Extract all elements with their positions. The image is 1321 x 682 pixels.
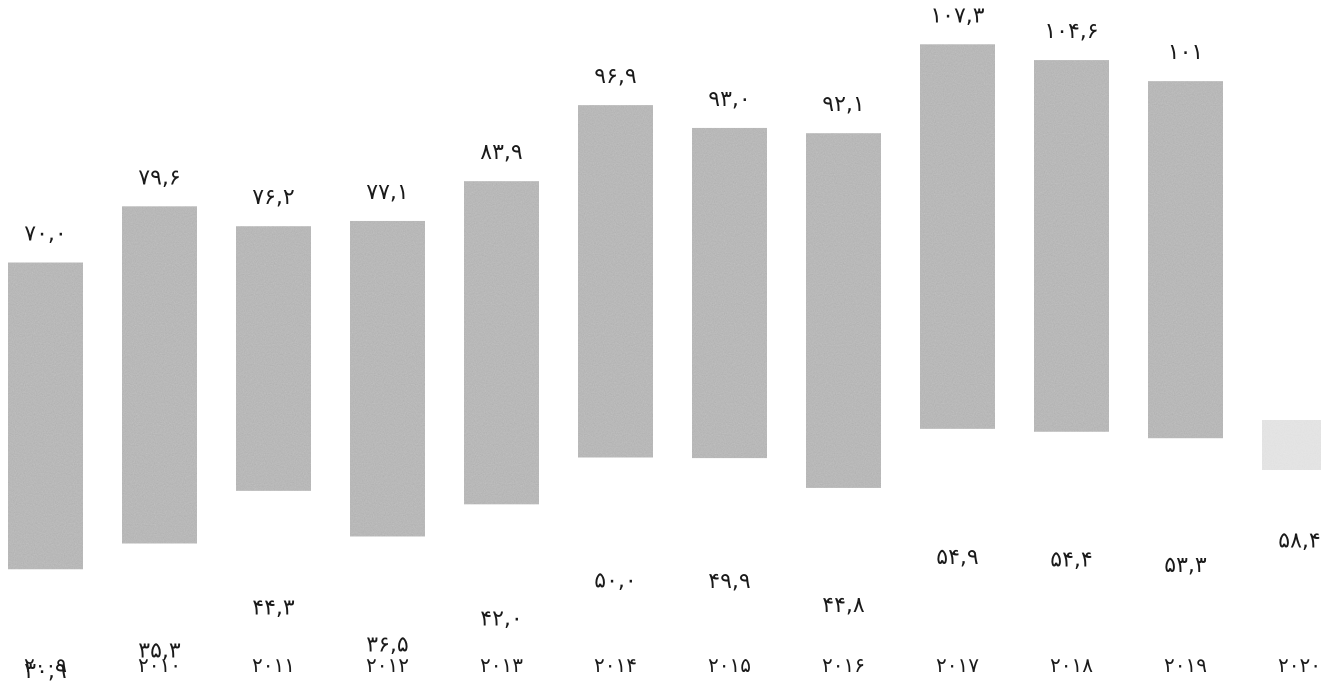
lower-value-label-2014: ۵۰,۰	[594, 569, 636, 594]
lower-value-label-2019: ۵۳,۳	[1164, 553, 1207, 578]
year-label-2016: ۲۰۱۶	[822, 653, 865, 677]
year-label-2017: ۲۰۱۷	[936, 653, 979, 677]
upper-value-label-2015: ۹۳,۰	[708, 87, 750, 112]
lower-value-label-2012: ۳۶,۵	[366, 633, 408, 658]
bar-2011	[236, 226, 311, 491]
upper-value-label-2010: ۷۹,۶	[138, 165, 180, 190]
bar-2013	[464, 181, 539, 505]
bar-2012	[350, 220, 425, 537]
lower-value-label-2017: ۵۴,۹	[936, 545, 978, 570]
year-label-2018: ۲۰۱۸	[1050, 653, 1093, 677]
upper-value-label-2009: ۷۰,۰	[24, 222, 66, 247]
year-label-2019: ۲۰۱۹	[1164, 653, 1207, 677]
bar-2014	[578, 105, 653, 458]
upper-value-label-2011: ۷۶,۲	[252, 185, 294, 210]
lower-value-label-2016: ۴۴,۸	[822, 593, 865, 618]
lower-value-label-2018: ۵۴,۴	[1050, 548, 1092, 573]
bar-2015	[692, 127, 767, 459]
year-label-2015: ۲۰۱۵	[708, 653, 751, 677]
upper-value-label-2013: ۸۳,۹	[480, 140, 522, 165]
year-label-2011: ۲۰۱۱	[252, 653, 295, 677]
bar-2020	[1262, 420, 1321, 470]
year-label-2013: ۲۰۱۳	[480, 653, 523, 677]
bar-2017	[920, 44, 995, 429]
upper-value-label-2019: ۱۰۱	[1168, 40, 1203, 65]
bar-2010	[122, 206, 197, 544]
year-label-2020: ۲۰۲۰	[1278, 653, 1321, 677]
upper-value-label-2014: ۹۶,۹	[594, 64, 636, 89]
lower-value-label-2020: ۵۸,۴	[1278, 529, 1320, 554]
bar-2009	[8, 262, 83, 570]
bar-2018	[1034, 60, 1109, 432]
lower-value-label-2009: ۳۰,۹	[24, 659, 66, 682]
upper-value-label-2012: ۷۷,۱	[366, 180, 408, 205]
bars-group	[8, 44, 1321, 570]
lower-value-label-2013: ۴۲,۰	[480, 607, 522, 632]
lower-value-label-2011: ۴۴,۳	[252, 596, 295, 621]
year-label-2009: ۲۰۰۹	[24, 653, 67, 677]
bar-2016	[806, 133, 881, 488]
year-label-2014: ۲۰۱۴	[594, 653, 637, 677]
lower-value-label-2010: ۳۵,۳	[138, 638, 181, 663]
year-label-2010: ۲۰۱۰	[138, 653, 181, 677]
bar-2019	[1148, 81, 1223, 439]
lower-value-label-2015: ۴۹,۹	[708, 569, 750, 594]
year-label-2012: ۲۰۱۲	[366, 653, 409, 677]
upper-value-label-2016: ۹۲,۱	[822, 92, 864, 117]
upper-value-label-2018: ۱۰۴,۶	[1044, 19, 1098, 44]
upper-value-label-2017: ۱۰۷,۳	[930, 3, 984, 28]
